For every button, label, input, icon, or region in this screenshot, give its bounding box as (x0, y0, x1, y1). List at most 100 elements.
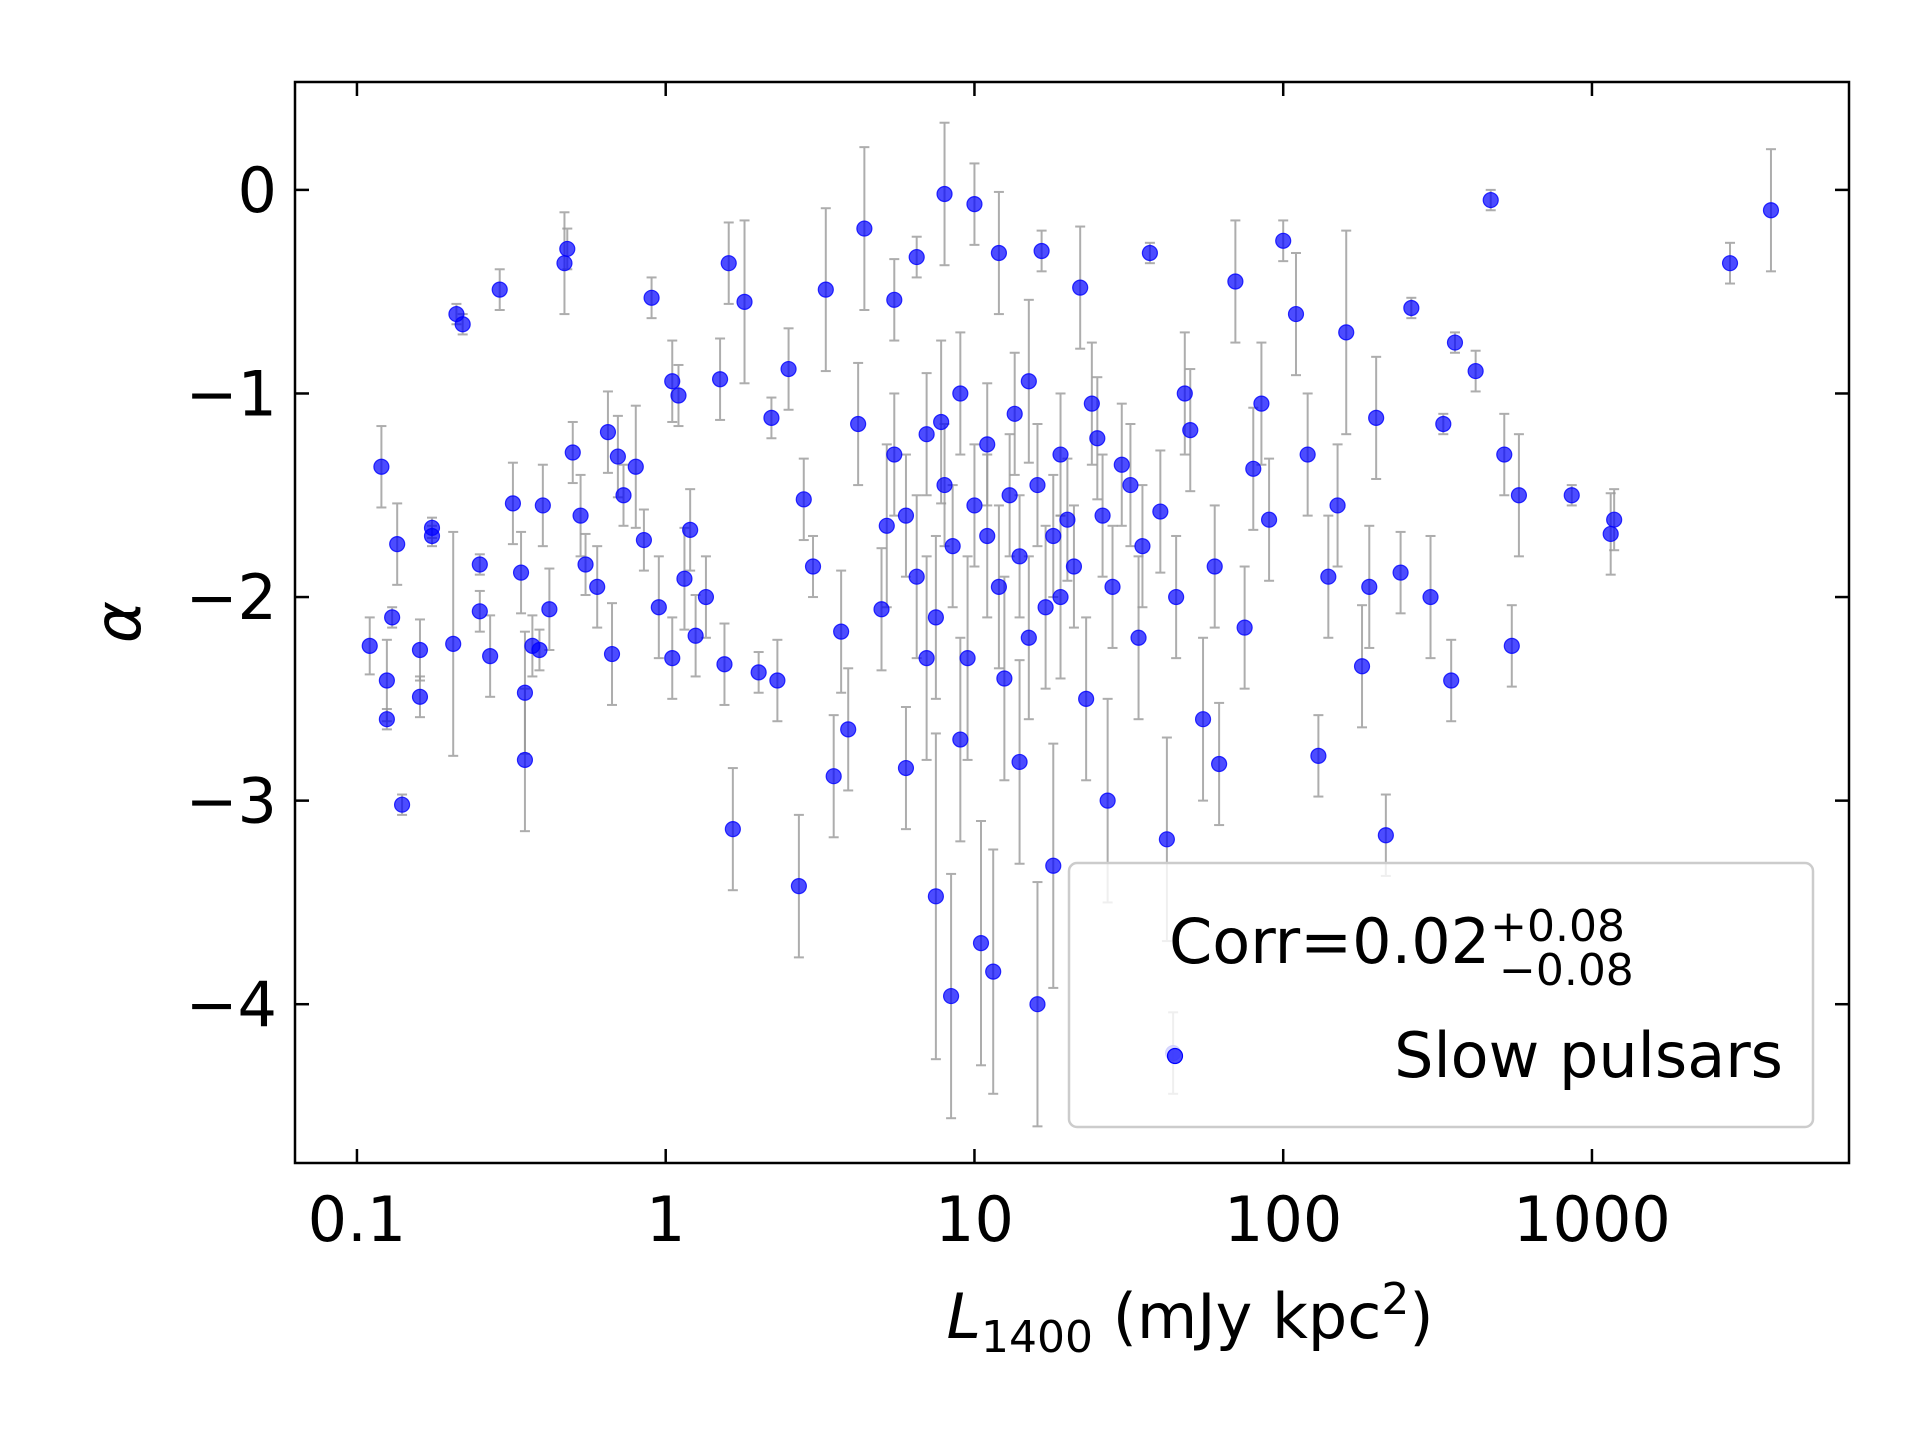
point (1211, 755, 1228, 773)
point (1392, 564, 1409, 581)
point (504, 495, 522, 512)
point (1176, 385, 1193, 402)
point (1299, 446, 1316, 463)
point (1606, 511, 1623, 528)
point (1182, 422, 1199, 439)
point (990, 578, 1008, 595)
point (1037, 599, 1054, 616)
point (445, 635, 462, 652)
plot-area (361, 121, 1780, 1128)
point (393, 796, 411, 813)
point (1496, 446, 1513, 463)
point (886, 291, 903, 308)
point (516, 751, 534, 769)
x-label-superscript: 2 (1381, 1274, 1409, 1325)
point (1253, 395, 1270, 412)
point (780, 360, 797, 378)
y-tick-label: −2 (186, 561, 277, 634)
point (804, 558, 822, 575)
legend-label: Slow pulsars (1394, 1019, 1783, 1092)
point (918, 650, 935, 667)
point (1602, 525, 1619, 543)
point (603, 645, 621, 663)
point (697, 588, 715, 606)
point (670, 387, 687, 404)
y-tick-label: 0 (238, 154, 277, 227)
point (411, 688, 429, 705)
point (1310, 747, 1327, 764)
point (1206, 558, 1223, 575)
point (1052, 446, 1069, 463)
point (878, 517, 895, 534)
point (1122, 476, 1139, 494)
point (942, 987, 960, 1005)
x-tick-label: 10 (935, 1183, 1014, 1256)
point (1422, 588, 1439, 606)
point (1001, 487, 1018, 504)
point (589, 578, 606, 595)
point (716, 656, 733, 673)
point (736, 293, 753, 310)
point (1029, 996, 1046, 1013)
point (1329, 497, 1346, 514)
point (1446, 334, 1464, 351)
point (908, 248, 925, 266)
axes-frame (293, 80, 1851, 1165)
point (491, 281, 508, 298)
point (676, 570, 693, 587)
point (886, 446, 903, 463)
point (952, 731, 969, 748)
point (795, 491, 812, 508)
point (1245, 460, 1262, 477)
point (1320, 568, 1337, 585)
point (1510, 487, 1528, 504)
point (1168, 588, 1185, 606)
point (389, 536, 406, 553)
point (1368, 409, 1385, 427)
x-tick-label: 100 (1224, 1183, 1342, 1256)
point (790, 878, 807, 895)
point (927, 609, 944, 626)
y-tick-label: −1 (186, 357, 277, 430)
corr-upper: +0.08 (1490, 901, 1625, 952)
point (990, 244, 1008, 262)
point (1152, 503, 1169, 520)
point (1141, 244, 1158, 262)
point (516, 684, 534, 701)
point (627, 458, 644, 475)
point (687, 627, 704, 644)
legend-annotation: Corr=0.02+0.08 −0.08 (1169, 901, 1634, 996)
point (952, 385, 969, 402)
point (1443, 672, 1460, 689)
point (1361, 578, 1378, 595)
y-tick-label: −4 (186, 968, 277, 1041)
point (897, 759, 915, 777)
x-tick-label: 1 (646, 1183, 685, 1256)
legend-marker (1166, 1047, 1184, 1065)
point (559, 240, 576, 258)
point (1011, 548, 1028, 565)
point (512, 564, 530, 581)
point (979, 527, 996, 545)
point (996, 670, 1013, 687)
point (966, 196, 983, 213)
point (1006, 405, 1023, 422)
point (373, 458, 390, 475)
point (541, 601, 558, 618)
point (985, 963, 1002, 980)
point (1134, 538, 1151, 555)
point (378, 672, 395, 689)
point (936, 185, 953, 203)
point (1045, 857, 1062, 874)
point (664, 650, 681, 667)
point (664, 373, 681, 390)
x-axis-label: L1400 (mJy kpc2) (946, 1274, 1433, 1363)
point (1130, 629, 1147, 646)
point (1467, 362, 1484, 380)
y-axis-label: α (82, 601, 156, 643)
point (1721, 255, 1739, 272)
point (1403, 299, 1420, 317)
point (1435, 415, 1452, 433)
